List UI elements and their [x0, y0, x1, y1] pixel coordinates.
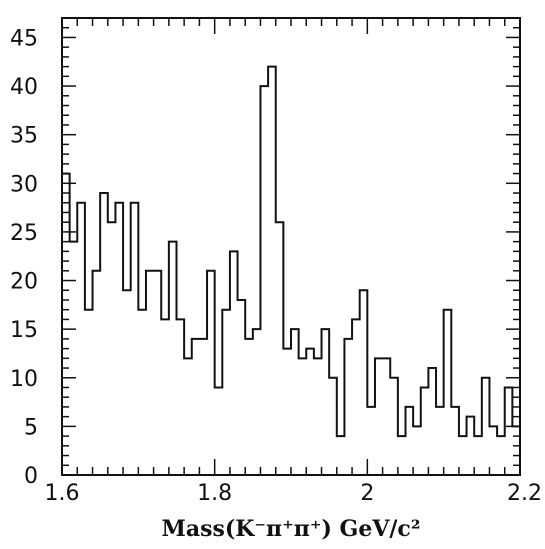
- histogram-bin: [451, 407, 459, 475]
- histogram-bin: [85, 310, 93, 475]
- x-tick-label: 2: [360, 481, 374, 506]
- histogram-bin: [467, 417, 475, 475]
- y-tick-label: 15: [10, 318, 38, 343]
- histogram-bin: [421, 387, 429, 475]
- histogram-bin: [299, 358, 307, 475]
- histogram-bin: [123, 290, 131, 475]
- histogram-bin: [436, 407, 444, 475]
- y-tick-label: 30: [10, 172, 38, 197]
- histogram-bin: [367, 407, 375, 475]
- histogram-bin: [199, 339, 207, 475]
- histogram-bin: [276, 222, 284, 475]
- histogram-bin: [474, 436, 482, 475]
- histogram-bin: [291, 329, 299, 475]
- histogram-bin: [230, 251, 238, 475]
- histogram-bin: [100, 193, 108, 475]
- histogram-bin: [131, 203, 139, 475]
- histogram-bin: [77, 203, 85, 475]
- x-tick-label: 1.6: [45, 481, 80, 506]
- histogram-bin: [383, 358, 391, 475]
- histogram-bin: [161, 319, 169, 475]
- histogram-bin: [146, 271, 154, 475]
- y-tick-label: 5: [24, 415, 38, 440]
- histogram-bin: [245, 339, 253, 475]
- histogram-bin: [489, 426, 497, 475]
- histogram-bin: [398, 436, 406, 475]
- histogram-bin: [93, 271, 101, 475]
- histogram-bin: [70, 242, 78, 475]
- histogram-bin: [138, 310, 146, 475]
- histogram-bin: [444, 310, 452, 475]
- histogram-series: [62, 65, 520, 438]
- histogram-bin: [177, 319, 185, 475]
- histogram-bin: [115, 203, 123, 475]
- histogram-bin: [352, 319, 360, 475]
- histogram-bin: [482, 378, 490, 475]
- histogram-bin: [260, 86, 268, 475]
- histogram-bin: [512, 426, 520, 475]
- histogram-bin: [314, 358, 322, 475]
- histogram-bin: [413, 426, 421, 475]
- y-tick-label: 35: [10, 124, 38, 149]
- histogram-bin: [62, 174, 70, 475]
- histogram-bin: [169, 242, 177, 475]
- x-tick-label: 2.2: [507, 481, 542, 506]
- histogram-bin: [337, 436, 345, 475]
- y-tick-label: 20: [10, 270, 38, 295]
- histogram-bin: [390, 378, 398, 475]
- y-tick-label: 45: [10, 26, 38, 51]
- y-tick-label: 40: [10, 75, 38, 100]
- x-tick-labels: 1.6 1.8 2 2.2: [45, 481, 543, 506]
- x-tick-label: 1.8: [197, 481, 232, 506]
- y-tick-label: 0: [24, 464, 38, 489]
- histogram-bin: [306, 349, 314, 475]
- histogram-bin: [497, 436, 505, 475]
- histogram-bin: [505, 387, 513, 475]
- histogram-bin: [222, 310, 230, 475]
- histogram-bin: [154, 271, 162, 475]
- histogram-bin: [184, 358, 192, 475]
- histogram-bin: [108, 222, 116, 475]
- histogram-bins: [62, 67, 520, 475]
- histogram-bin: [375, 358, 383, 475]
- histogram-bin: [283, 349, 291, 475]
- histogram-bin: [428, 368, 436, 475]
- histogram-bin: [344, 339, 352, 475]
- histogram-bin: [253, 329, 261, 475]
- histogram-bin: [268, 67, 276, 475]
- histogram-bin: [192, 339, 200, 475]
- histogram-bin: [215, 387, 223, 475]
- histogram-bin: [329, 378, 337, 475]
- y-tick-labels: 0 5 10 15 20 25 30 35 40 45: [10, 26, 38, 489]
- histogram-bin: [459, 436, 467, 475]
- histogram-bin: [207, 271, 215, 475]
- y-tick-label: 10: [10, 367, 38, 392]
- x-axis-title: Mass(K⁻π⁺π⁺) GeV/c²: [162, 516, 421, 542]
- histogram-bin: [322, 329, 330, 475]
- y-tick-label: 25: [10, 221, 38, 246]
- histogram-bin: [360, 290, 368, 475]
- histogram-bin: [406, 407, 414, 475]
- histogram-bin: [238, 300, 246, 475]
